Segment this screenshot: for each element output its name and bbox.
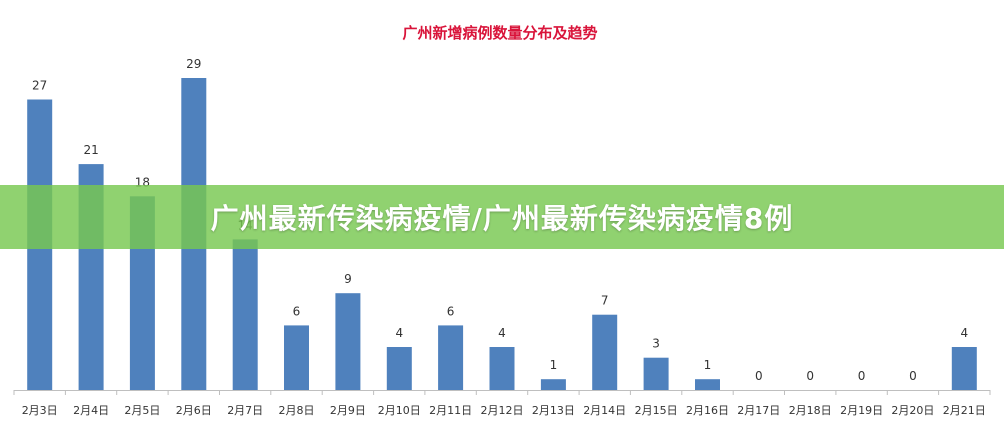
value-label-2月8日: 6	[293, 304, 301, 318]
x-tick-label-2月11日: 2月11日	[429, 404, 472, 417]
value-label-2月17日: 0	[755, 369, 763, 383]
value-label-2月11日: 6	[447, 304, 455, 318]
x-tick-label-2月12日: 2月12日	[481, 404, 524, 417]
value-label-2月16日: 1	[704, 358, 712, 372]
bar-2月7日	[232, 239, 258, 390]
bar-2月14日	[592, 314, 618, 390]
overlay-banner: 广州最新传染病疫情/广州最新传染病疫情8例	[0, 185, 1004, 249]
bar-2月11日	[438, 325, 464, 390]
x-tick-label-2月5日: 2月5日	[124, 404, 160, 417]
value-label-2月12日: 4	[498, 326, 506, 340]
x-tick-label-2月21日: 2月21日	[943, 404, 986, 417]
value-label-2月3日: 27	[32, 79, 47, 93]
bar-2月9日	[335, 293, 361, 390]
chart-title: 广州新增病例数量分布及趋势	[402, 24, 597, 42]
x-tick-label-2月4日: 2月4日	[73, 404, 109, 417]
x-tick-label-2月8日: 2月8日	[279, 404, 315, 417]
value-label-2月6日: 29	[186, 57, 201, 71]
x-tick-label-2月13日: 2月13日	[532, 404, 575, 417]
value-label-2月9日: 9	[344, 272, 352, 286]
bar-2月21日	[951, 347, 977, 390]
value-label-2月15日: 3	[652, 337, 660, 351]
value-label-2月4日: 21	[83, 143, 98, 157]
x-tick-label-2月16日: 2月16日	[686, 404, 729, 417]
x-tick-label-2月17日: 2月17日	[737, 404, 780, 417]
bar-2月12日	[489, 347, 515, 390]
value-label-2月13日: 1	[550, 358, 558, 372]
x-tick-label-2月18日: 2月18日	[789, 404, 832, 417]
x-tick-label-2月15日: 2月15日	[635, 404, 678, 417]
value-label-2月10日: 4	[395, 326, 403, 340]
x-tick-label-2月6日: 2月6日	[176, 404, 212, 417]
x-tick-label-2月19日: 2月19日	[840, 404, 883, 417]
value-label-2月19日: 0	[858, 369, 866, 383]
x-axis-tick-labels-group: 2月3日 2月4日 2月5日 2月6日 2月7日 2月8日 2月9日 2月10日 2月11日 2月…	[22, 404, 986, 417]
x-tick-label-2月3日: 2月3日	[22, 404, 58, 417]
x-tick-label-2月14日: 2月14日	[583, 404, 626, 417]
bar-2月13日	[540, 379, 566, 390]
value-label-2月21日: 4	[960, 326, 968, 340]
bar-2月15日	[643, 357, 669, 390]
value-label-2月18日: 0	[806, 369, 814, 383]
x-tick-label-2月20日: 2月20日	[891, 404, 934, 417]
banner-text: 广州最新传染病疫情/广州最新传染病疫情8例	[210, 202, 794, 235]
x-axis-ticks-group	[13, 390, 991, 395]
x-tick-label-2月7日: 2月7日	[227, 404, 263, 417]
bar-2月8日	[284, 325, 309, 390]
x-tick-label-2月9日: 2月9日	[330, 404, 366, 417]
bar-2月16日	[695, 379, 720, 390]
value-label-2月14日: 7	[601, 294, 609, 308]
bar-2月10日	[386, 347, 412, 390]
value-label-2月20日: 0	[909, 369, 917, 383]
x-tick-label-2月10日: 2月10日	[378, 404, 421, 417]
